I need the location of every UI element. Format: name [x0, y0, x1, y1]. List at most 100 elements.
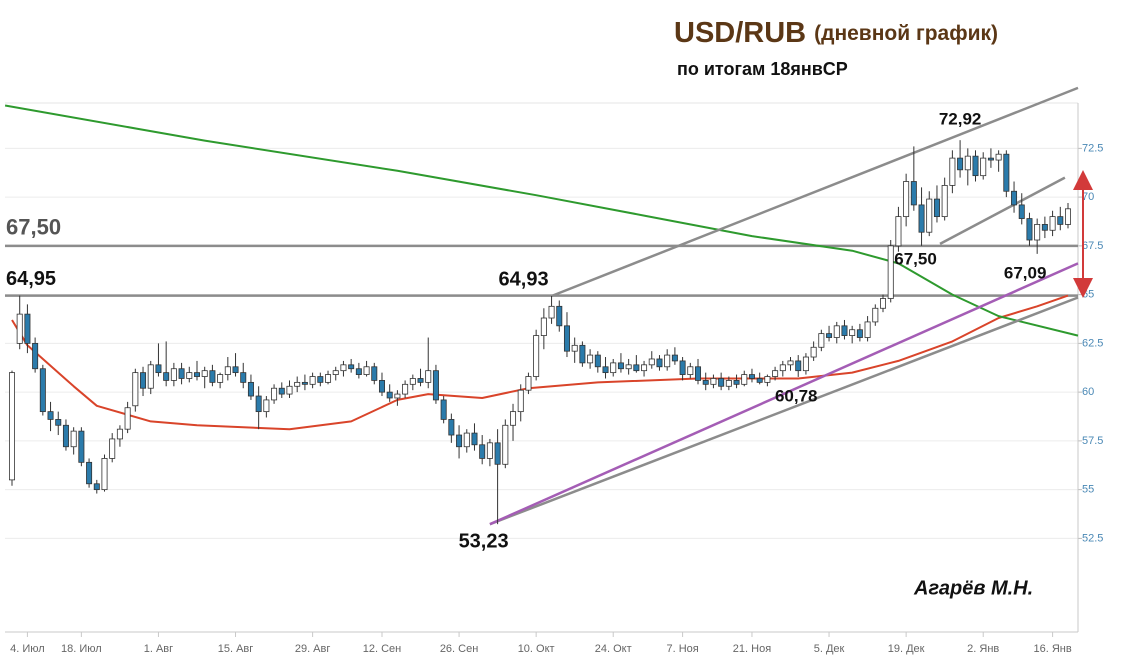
candle-body [116, 428, 123, 440]
candle-body [247, 381, 254, 397]
y-tick-label: 60 [1082, 386, 1094, 398]
candle-body [109, 438, 116, 459]
candle-body [448, 419, 455, 436]
candle-body [764, 376, 771, 383]
candle-body [517, 389, 524, 413]
candle-body [86, 461, 93, 485]
x-tick-label: 26. Сен [440, 643, 478, 655]
candle-body [779, 364, 786, 372]
y-tick-label: 57.5 [1082, 435, 1103, 447]
y-tick-label: 55 [1082, 484, 1094, 496]
candle-body [610, 362, 617, 374]
y-tick-label: 62.5 [1082, 337, 1103, 349]
candle-body [140, 372, 147, 389]
candle-body [1034, 224, 1041, 241]
candle-body [802, 356, 809, 372]
x-tick-label: 2. Янв [967, 643, 999, 655]
candle-body [664, 354, 671, 368]
author: Агарёв М.Н. [913, 577, 1033, 599]
candle-body [641, 364, 648, 372]
candle-body [933, 198, 940, 218]
candle-body [1018, 204, 1025, 219]
candle-body [471, 432, 478, 446]
candle-body [533, 335, 540, 377]
trend-line [489, 296, 1079, 526]
candle-body [525, 376, 532, 391]
x-tick-label: 18. Июл [61, 643, 102, 655]
candle-body [741, 374, 748, 385]
y-tick-label: 72.5 [1082, 142, 1103, 154]
chart-title: USD/RUB (дневной график) [674, 17, 998, 49]
candle-body [502, 424, 509, 465]
trend-line [939, 176, 1066, 246]
candle-body [594, 354, 601, 368]
candle-body [972, 155, 979, 177]
candle-body [486, 442, 493, 459]
candle-body [32, 342, 39, 370]
candle-body [756, 378, 763, 383]
candle-body [579, 344, 586, 364]
candle-body [787, 360, 794, 366]
candle-body [540, 317, 547, 336]
candle-body [625, 364, 632, 370]
candle-body [849, 329, 856, 336]
candle-body [980, 157, 987, 177]
level-label: 64,95 [6, 268, 56, 290]
candle-body [725, 380, 732, 387]
candle-body [378, 380, 385, 393]
candle-body [880, 298, 887, 309]
candle-body [903, 181, 910, 218]
x-tick-label: 4. Июл [10, 643, 45, 655]
candle-body [155, 364, 162, 374]
candle-body [147, 364, 154, 389]
candle-body [941, 185, 948, 218]
candle-body [278, 387, 285, 395]
candle-body [1057, 216, 1064, 225]
candle-body [633, 364, 640, 372]
candle-body [309, 376, 316, 385]
y-tick-label: 52.5 [1082, 532, 1103, 544]
candle-body [494, 442, 501, 465]
subtitle: по итогам 18янвСР [677, 59, 848, 79]
candle-body [286, 385, 293, 395]
moving-average [11, 294, 1069, 431]
price-annotation: 67,50 [894, 249, 937, 268]
candle-body [24, 313, 31, 344]
candle-body [617, 362, 624, 370]
candle-body [479, 444, 486, 459]
candle-body [101, 458, 108, 491]
trend-line [489, 262, 1079, 526]
price-annotation: 67,09 [1004, 263, 1047, 282]
level-label: 67,50 [6, 215, 61, 240]
x-tick-label: 5. Дек [814, 643, 845, 655]
price-annotation: 64,93 [499, 268, 549, 290]
candle-body [864, 321, 871, 338]
candle-body [833, 325, 840, 338]
candle-body [795, 360, 802, 372]
candle-body [209, 370, 216, 383]
candle-body [132, 372, 139, 407]
candle-body [548, 305, 555, 319]
candle-body [1049, 216, 1056, 231]
candle-body [124, 407, 131, 430]
candle-body [987, 157, 994, 161]
candle-body [695, 366, 702, 381]
candle-body [918, 204, 925, 233]
candle-body [93, 483, 100, 491]
candle-body [201, 370, 208, 377]
x-tick-label: 7. Ноя [666, 643, 698, 655]
candle-body [602, 366, 609, 374]
candle-body [47, 411, 54, 420]
candle-body [432, 370, 439, 401]
candle-body [957, 157, 964, 171]
overlays [4, 86, 1079, 526]
candle-body [425, 370, 432, 383]
trend-line [551, 86, 1079, 298]
candle-body [995, 153, 1002, 161]
candle-body [702, 380, 709, 385]
candle-body [16, 313, 23, 344]
candle-body [1011, 190, 1018, 206]
candle-body [402, 383, 409, 395]
